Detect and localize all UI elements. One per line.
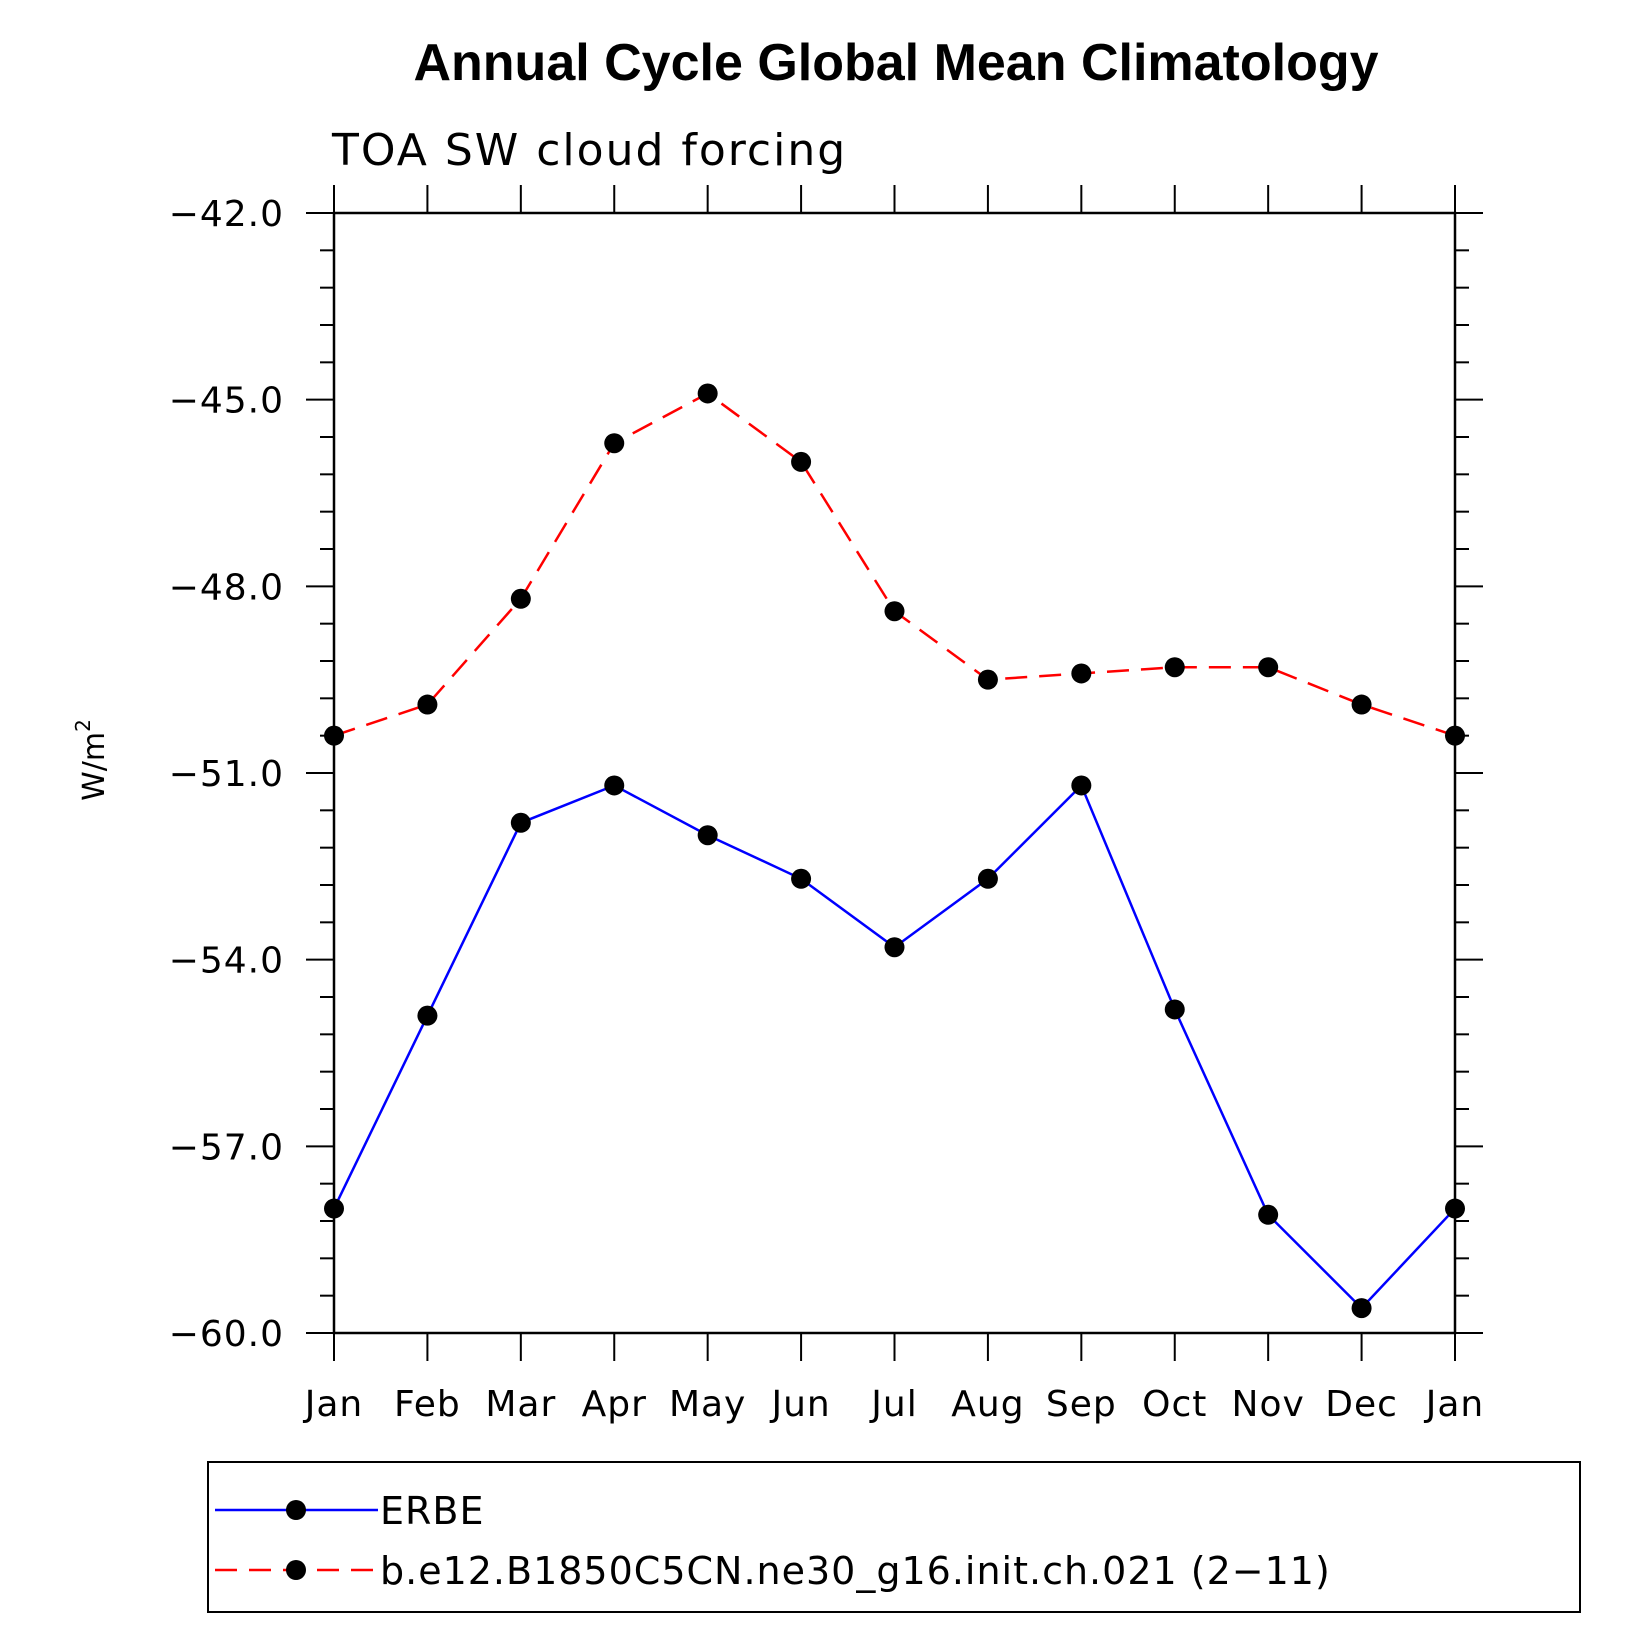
x-tick-label: Mar	[485, 1384, 556, 1425]
data-point-erbe	[1164, 999, 1185, 1020]
data-point-model	[1071, 663, 1092, 684]
chart-title: Annual Cycle Global Mean Climatology	[413, 34, 1378, 92]
series-line-model	[333, 391, 1456, 737]
y-tick-label: −45.0	[169, 381, 284, 422]
data-point-erbe	[791, 868, 812, 889]
series-line-erbe	[332, 783, 1456, 1310]
data-point-model	[417, 694, 438, 715]
legend-marker-erbe	[286, 1500, 306, 1520]
legend-label-erbe: ERBE	[380, 1489, 485, 1533]
data-point-erbe	[977, 868, 998, 889]
chart-subtitle: TOA SW cloud forcing	[331, 125, 847, 176]
x-tick-label: Nov	[1232, 1384, 1305, 1425]
data-point-erbe	[417, 1005, 438, 1026]
x-tick-label: Feb	[394, 1384, 461, 1425]
data-point-model	[604, 433, 625, 454]
series-erbe	[324, 775, 1465, 1319]
x-tick-label: Jun	[769, 1384, 830, 1425]
plot-axes: −42.0 −45.0 −48.0 −51.0 −54.0 −57.0 −60.0 Jan Fe…	[169, 185, 1485, 1425]
data-point-model	[1258, 657, 1279, 678]
data-point-model	[791, 451, 812, 472]
x-tick-label: Jul	[869, 1384, 917, 1425]
data-point-erbe	[604, 775, 625, 796]
x-tick-label: Apr	[582, 1384, 647, 1425]
x-tick-label: Jan	[1424, 1384, 1485, 1425]
data-point-model	[1164, 657, 1185, 678]
x-tick-label: Jan	[303, 1384, 364, 1425]
x-tick-label: Dec	[1325, 1384, 1398, 1425]
y-tick-label: −57.0	[169, 1127, 284, 1168]
data-point-erbe	[1351, 1298, 1372, 1319]
svg-text:W/m2: W/m2	[71, 719, 112, 801]
data-point-erbe	[510, 812, 531, 833]
x-tick-label: Oct	[1142, 1384, 1207, 1425]
series-layer	[324, 383, 1465, 1319]
data-point-erbe	[1445, 1198, 1465, 1219]
legend-box	[207, 1461, 1581, 1613]
data-point-model	[977, 669, 998, 690]
y-tick-label: −60.0	[169, 1314, 284, 1355]
plot-frame	[332, 211, 1457, 1335]
data-point-model	[1445, 725, 1465, 746]
x-tick-label: Aug	[951, 1384, 1024, 1425]
legend-label-model: b.e12.B1850C5CN.ne30_g16.init.ch.021 (2−…	[380, 1549, 1331, 1593]
legend-marker-model	[286, 1560, 306, 1580]
data-point-model	[1351, 694, 1372, 715]
series-model	[324, 383, 1465, 746]
data-point-erbe	[697, 825, 718, 846]
data-point-model	[510, 588, 531, 609]
y-tick-label: −42.0	[169, 194, 284, 235]
legend: ERBE b.e12.B1850C5CN.ne30_g16.init.ch.021…	[207, 1461, 1581, 1613]
data-point-model	[697, 383, 718, 404]
data-point-erbe	[884, 937, 905, 958]
y-axis-label-text: W/m	[77, 732, 112, 801]
data-point-erbe	[324, 1198, 344, 1219]
x-tick-label: Sep	[1046, 1384, 1117, 1425]
y-axis-label: W/m2	[71, 719, 112, 801]
data-point-erbe	[1071, 775, 1092, 796]
x-tick-label: May	[669, 1384, 746, 1425]
data-point-model	[884, 601, 905, 622]
y-tick-label: −51.0	[169, 754, 284, 795]
data-point-erbe	[1258, 1204, 1279, 1225]
y-tick-label: −48.0	[169, 567, 284, 608]
y-tick-label: −54.0	[169, 941, 284, 982]
y-axis-label-superscript: 2	[71, 719, 95, 732]
data-point-model	[324, 725, 344, 746]
